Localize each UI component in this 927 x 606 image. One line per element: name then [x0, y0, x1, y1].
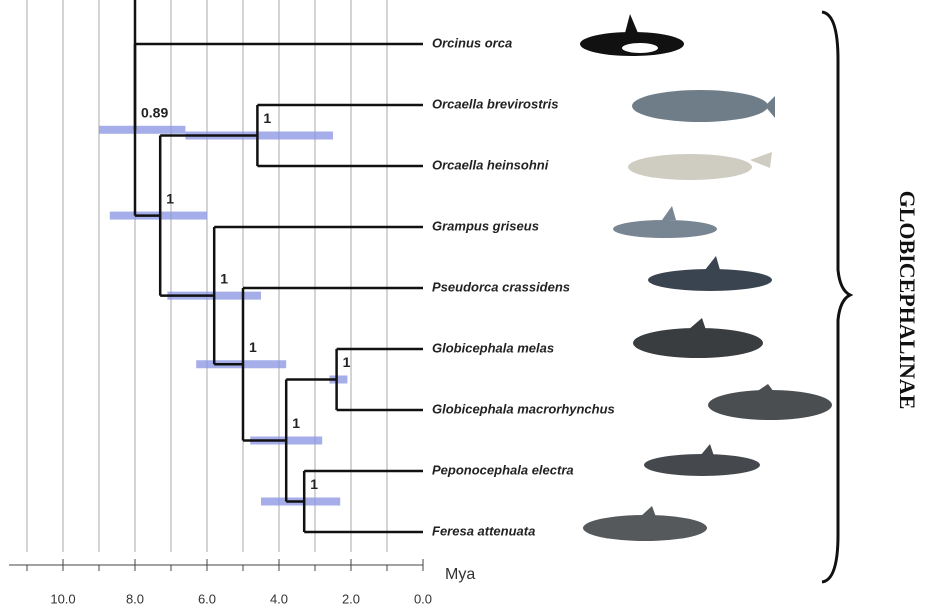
- tick-label: 6.0: [198, 591, 216, 606]
- support-label: 1: [220, 270, 228, 286]
- tick-label: 10.0: [50, 591, 75, 606]
- whale-icon: [633, 318, 763, 358]
- whale-icon: [628, 152, 772, 180]
- hpd-bar: [99, 126, 185, 134]
- group-bracket: [822, 12, 850, 582]
- whale-icon: [583, 506, 707, 541]
- whale-icon: [580, 14, 684, 56]
- taxon-label: Orcaella heinsohni: [432, 157, 549, 172]
- tick-label: 2.0: [342, 591, 360, 606]
- taxon-label: Grampus griseus: [432, 218, 539, 233]
- whale-icon: [613, 206, 717, 238]
- support-label: 1: [263, 110, 271, 126]
- tick-label: 8.0: [126, 591, 144, 606]
- taxon-label: Orcinus orca: [432, 35, 512, 50]
- tick-label: 4.0: [270, 591, 288, 606]
- taxon-label: Orcaella brevirostris: [432, 96, 558, 111]
- axis-label: Mya: [445, 566, 475, 583]
- taxon-label: Feresa attenuata: [432, 523, 535, 538]
- taxon-label: Pseudorca crassidens: [432, 279, 570, 294]
- whale-icon: [644, 444, 760, 476]
- taxon-label: Globicephala melas: [432, 340, 554, 355]
- whale-icon: [708, 384, 832, 420]
- group-label: GLOBICEPHALINAE: [895, 191, 920, 410]
- taxon-label: Globicephala macrorhynchus: [432, 401, 615, 416]
- whale-icon: [632, 90, 775, 122]
- phylogeny-figure: 10.0 8.0 6.0 4.0 2.0 0.0 Orcinus orca Orcaella …: [0, 0, 927, 606]
- whale-icon: [648, 256, 772, 291]
- support-label: 1: [343, 354, 351, 370]
- support-label: 1: [166, 190, 174, 206]
- support-label: 1: [249, 339, 257, 355]
- support-label: 1: [310, 476, 318, 492]
- support-label: 1: [292, 415, 300, 431]
- support-label: 0.89: [141, 104, 168, 120]
- taxon-label: Peponocephala electra: [432, 462, 574, 477]
- whale-illustrations: [580, 14, 832, 541]
- tick-label: 0.0: [414, 591, 432, 606]
